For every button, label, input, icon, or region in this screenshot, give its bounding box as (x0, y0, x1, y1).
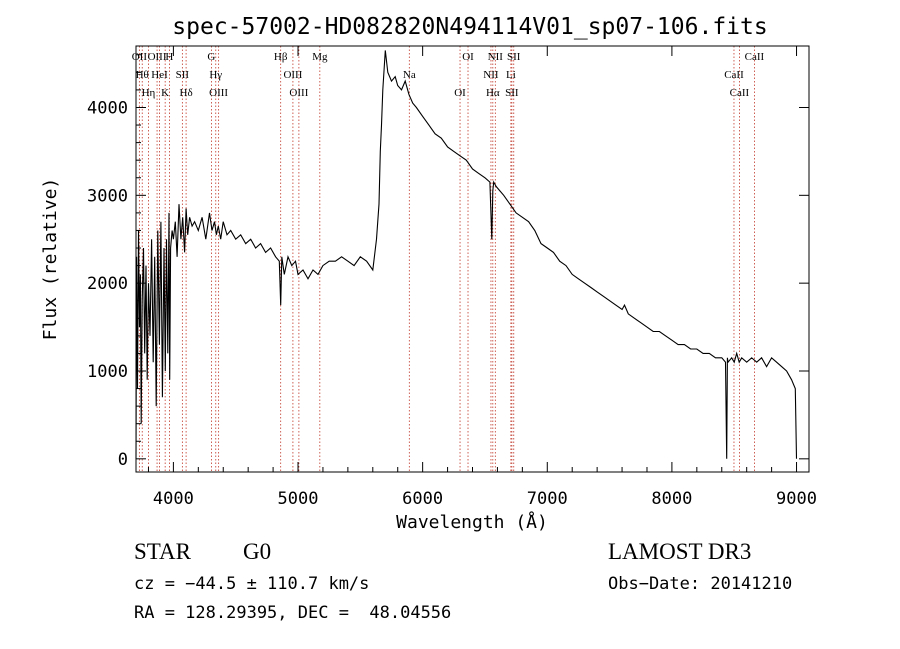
spectral-line-label: SII (176, 69, 190, 81)
x-tick-label: 4000 (153, 489, 194, 509)
spectral-line-label: Hθ (136, 69, 149, 81)
spectral-line-label: CaII (730, 87, 750, 99)
redshift-velocity: cz = −44.5 ± 110.7 km/s (134, 574, 370, 594)
spectral-line-label: Hδ (180, 87, 193, 99)
spectral-line-label: Na (403, 69, 416, 81)
y-tick-label: 0 (118, 450, 128, 470)
spectral-line-label: NII (488, 51, 504, 63)
flux-series-line (135, 50, 798, 459)
y-tick-label: 4000 (87, 98, 128, 118)
x-tick-label: 6000 (402, 489, 443, 509)
x-axis-label: Wavelength (Å) (396, 511, 548, 533)
spectral-line-label: CaII (745, 51, 765, 63)
spectral-line-label: OI (454, 87, 466, 99)
spectral-line-label: Hγ (209, 69, 222, 81)
spectral-line-label: H (165, 51, 173, 63)
x-tick-label: 8000 (651, 489, 692, 509)
x-tick-label: 9000 (776, 489, 817, 509)
spectral-line-label: SII (505, 87, 519, 99)
observation-date: Obs−Date: 20141210 (608, 574, 793, 594)
spectral-line-label: OIII (148, 51, 167, 63)
spectral-line-label: OIII (283, 69, 302, 81)
plot-frame (135, 45, 810, 473)
spectral-line-label: G (207, 51, 215, 63)
x-tick-label: 5000 (278, 489, 319, 509)
y-tick-label: 3000 (87, 186, 128, 206)
spectral-line-label: OIII (209, 87, 228, 99)
spectral-line-label: OI (462, 51, 474, 63)
spectral-line-label: Hβ (274, 51, 288, 63)
spectral-line-label: CaII (724, 69, 744, 81)
spectral-line-label: SII (507, 51, 521, 63)
spectral-line-label: OII (132, 51, 148, 63)
spectral-line-label: Hα (486, 87, 500, 99)
y-tick-label: 2000 (87, 274, 128, 294)
spectral-line-label: OIII (289, 87, 308, 99)
spectral-line-label: Hη (142, 87, 156, 99)
spectral-line-label: K (161, 87, 169, 99)
spectral-line-label: Mg (312, 51, 328, 63)
spectral-line-label: HeI (151, 69, 168, 81)
y-tick-label: 1000 (87, 362, 128, 382)
y-axis-label: Flux (relative) (40, 178, 61, 341)
chart-title: spec-57002-HD082820N494114V01_sp07-106.f… (172, 14, 767, 40)
spectral-class: STAR (134, 539, 191, 564)
survey-name: LAMOST DR3 (608, 539, 752, 564)
spectral-line-label: Li (506, 69, 516, 81)
sky-coordinates: RA = 128.29395, DEC = 48.04556 (134, 603, 452, 623)
spectral-subclass: G0 (243, 539, 272, 564)
x-tick-label: 7000 (527, 489, 568, 509)
spectral-line-label: NII (483, 69, 499, 81)
